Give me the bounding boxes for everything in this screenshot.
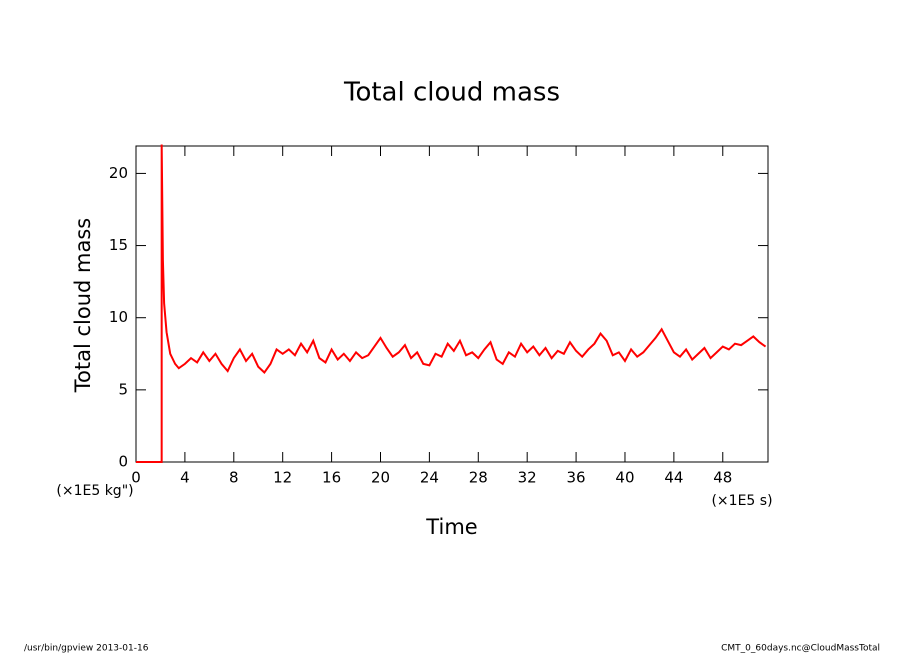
x-tick-label: 12 [273,469,292,487]
x-tick-label: 24 [420,469,439,487]
x-tick-label: 8 [229,469,239,487]
x-tick-label: 48 [713,469,732,487]
y-tick-label: 10 [109,308,128,326]
y-axis-label: Total cloud mass [71,218,95,393]
x-tick-label: 44 [664,469,683,487]
x-tick-label: 32 [518,469,537,487]
x-tick-label: 0 [131,469,141,487]
footer-right: CMT_0_60days.nc@CloudMassTotal [721,644,880,654]
y-tick-label: 5 [118,380,128,398]
x-tick-label: 4 [180,469,190,487]
y-tick-label: 15 [109,236,128,254]
y-tick-label: 20 [109,164,128,182]
chart-title: Total cloud mass [343,78,560,108]
x-tick-label: 40 [615,469,634,487]
y-tick-label: 0 [118,453,128,471]
data-line [136,144,767,463]
x-tick-label: 20 [371,469,390,487]
x-axis-label: Time [425,515,477,539]
footer-left: /usr/bin/gpview 2013-01-16 [24,644,149,654]
x-tick-label: 28 [469,469,488,487]
x-unit: (×1E5 s) [711,493,772,509]
plot-frame [135,145,769,463]
x-tick-label: 36 [567,469,586,487]
x-tick-label: 16 [322,469,341,487]
y-unit: (×1E5 kg") [56,483,133,499]
